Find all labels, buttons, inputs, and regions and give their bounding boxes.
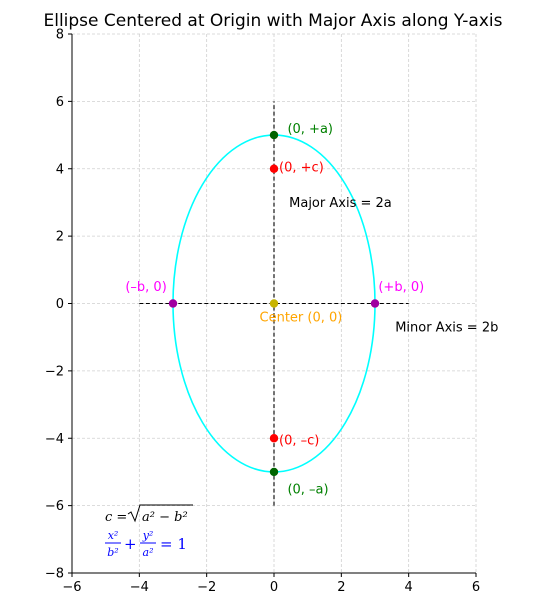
- annotation-label: (0, +c): [279, 161, 324, 176]
- annotation-label: Center (0, 0): [260, 310, 343, 325]
- y-tick-label: 2: [56, 230, 64, 245]
- y-tick-label: −4: [45, 432, 64, 447]
- annotations: (0, +a) (0, –a) (0, +c) (0, –c) (–b, 0) (+b, …: [125, 122, 498, 497]
- point-marker: [269, 434, 279, 443]
- chart-title: Ellipse Centered at Origin with Major Ax…: [43, 11, 502, 31]
- y-tick-label: 4: [56, 162, 64, 177]
- y-tick-label: −6: [45, 499, 64, 514]
- x-tick-label: 0: [270, 580, 278, 595]
- formula-y-denominator: a²: [143, 546, 154, 559]
- formula-c-radicand: a² − b²: [142, 510, 188, 525]
- formula-c-root-sign: [127, 504, 193, 523]
- annotation-label: (–b, 0): [125, 280, 166, 295]
- annotation-label: (0, +a): [287, 122, 333, 137]
- annotation-label: (+b, 0): [378, 280, 424, 295]
- y-tick-label: 8: [56, 28, 64, 43]
- y-tick-label: −8: [45, 567, 64, 582]
- formula-c: c = a² − b²: [105, 504, 193, 525]
- x-tick-label: 2: [337, 580, 345, 595]
- annotation-label: (0, –c): [279, 433, 319, 448]
- formula-c-lhs: c =: [105, 510, 127, 525]
- formula-y-numerator: y²: [142, 529, 154, 542]
- point-marker: [269, 130, 279, 140]
- annotation-label: (0, –a): [287, 482, 328, 497]
- formula-x-numerator: x²: [108, 529, 119, 542]
- y-tick-label: 6: [56, 95, 64, 110]
- y-tick-label: 0: [56, 297, 64, 312]
- y-tick-label: −2: [45, 364, 64, 379]
- formula-rhs: = 1: [160, 535, 187, 553]
- point-marker: [269, 467, 279, 477]
- point-marker: [168, 299, 178, 308]
- x-tick-label: 4: [405, 580, 413, 595]
- annotation-label: Minor Axis = 2b: [395, 321, 498, 336]
- formula-ellipse: x² b² + y² a² = 1: [105, 529, 187, 559]
- formula-plus: +: [124, 535, 137, 553]
- x-tick-label: −6: [62, 580, 81, 595]
- point-marker: [370, 299, 380, 308]
- point-marker: [269, 299, 279, 308]
- x-tick-label: −2: [197, 580, 216, 595]
- x-tick-label: −4: [130, 580, 149, 595]
- x-tick-label: 6: [472, 580, 480, 595]
- points: [168, 130, 380, 477]
- formula-x-denominator: b²: [107, 546, 118, 559]
- annotation-label: Major Axis = 2a: [289, 196, 392, 211]
- point-marker: [269, 164, 279, 173]
